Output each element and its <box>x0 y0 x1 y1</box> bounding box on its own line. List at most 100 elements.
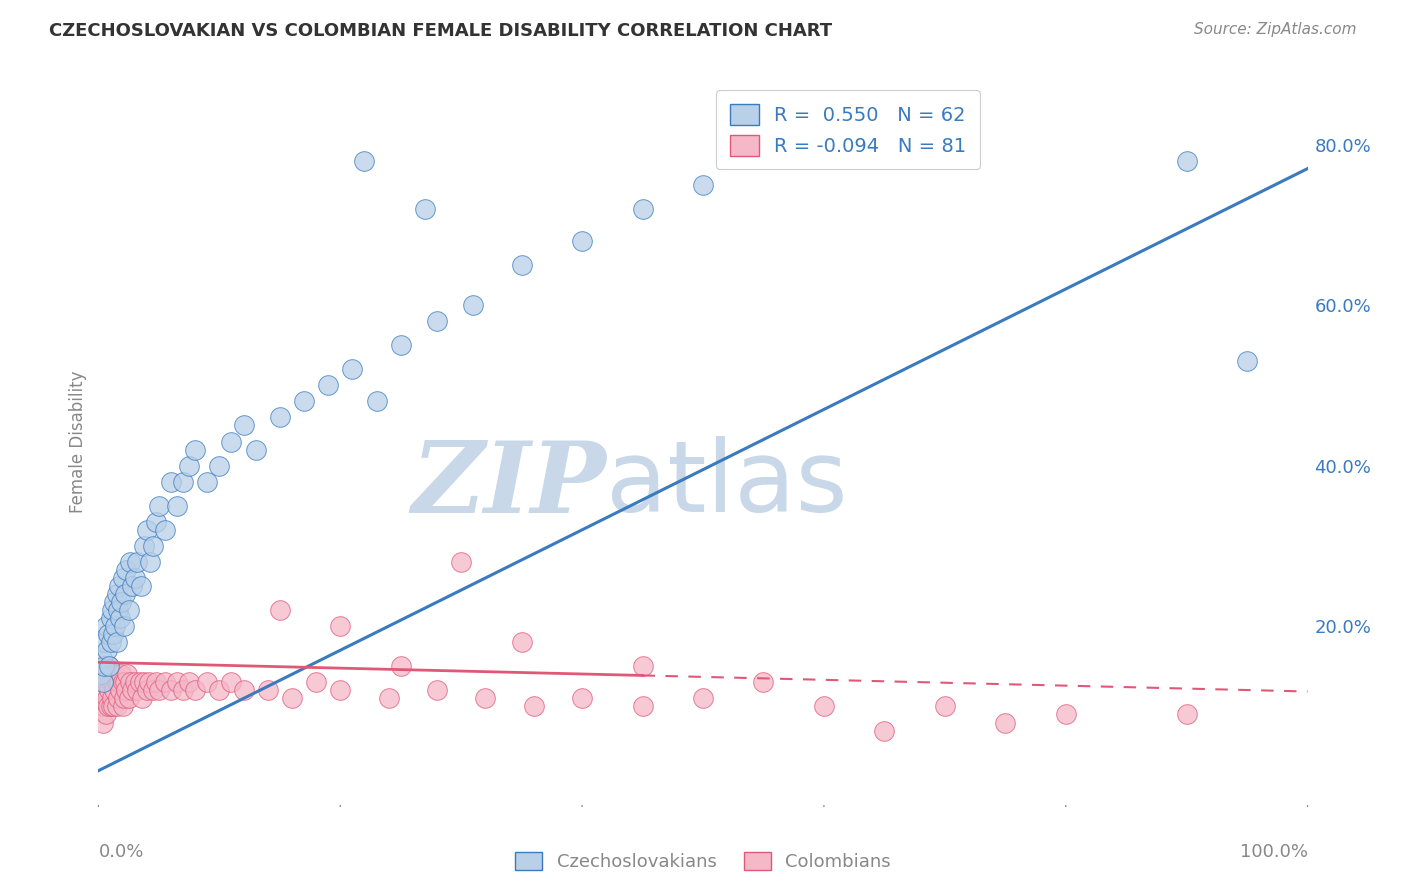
Point <box>101 699 124 714</box>
Point <box>329 619 352 633</box>
Point <box>571 234 593 248</box>
Point <box>98 659 121 673</box>
Point <box>98 659 121 673</box>
Point <box>111 699 134 714</box>
Point <box>93 659 115 673</box>
Text: Source: ZipAtlas.com: Source: ZipAtlas.com <box>1194 22 1357 37</box>
Point <box>100 635 122 649</box>
Point <box>110 667 132 681</box>
Point <box>111 675 134 690</box>
Point <box>127 555 149 569</box>
Point <box>631 699 654 714</box>
Point <box>160 475 183 489</box>
Text: atlas: atlas <box>606 436 848 533</box>
Point <box>91 715 114 730</box>
Point <box>631 202 654 216</box>
Point <box>121 683 143 698</box>
Point <box>232 418 254 433</box>
Point <box>208 683 231 698</box>
Point <box>108 579 131 593</box>
Point <box>118 603 141 617</box>
Point <box>97 667 120 681</box>
Text: CZECHOSLOVAKIAN VS COLOMBIAN FEMALE DISABILITY CORRELATION CHART: CZECHOSLOVAKIAN VS COLOMBIAN FEMALE DISA… <box>49 22 832 40</box>
Point <box>184 683 207 698</box>
Point <box>121 579 143 593</box>
Legend: Czechoslovakians, Colombians: Czechoslovakians, Colombians <box>508 845 898 879</box>
Point <box>104 619 127 633</box>
Point <box>93 699 115 714</box>
Point <box>100 603 122 617</box>
Point <box>873 723 896 738</box>
Point <box>118 555 141 569</box>
Point <box>105 587 128 601</box>
Point <box>148 499 170 513</box>
Y-axis label: Female Disability: Female Disability <box>69 370 87 513</box>
Point <box>107 603 129 617</box>
Point <box>353 153 375 168</box>
Point <box>316 378 339 392</box>
Point <box>377 691 399 706</box>
Point <box>166 675 188 690</box>
Point <box>195 475 218 489</box>
Point <box>108 675 131 690</box>
Point <box>94 659 117 673</box>
Point <box>1054 707 1077 722</box>
Point <box>160 683 183 698</box>
Point <box>692 691 714 706</box>
Point <box>96 675 118 690</box>
Point <box>389 338 412 352</box>
Point <box>93 675 115 690</box>
Point <box>153 523 176 537</box>
Point <box>1175 707 1198 722</box>
Point <box>112 691 135 706</box>
Point <box>139 555 162 569</box>
Point <box>166 499 188 513</box>
Point <box>91 683 114 698</box>
Point <box>115 683 138 698</box>
Point <box>281 691 304 706</box>
Point <box>142 683 165 698</box>
Point <box>135 523 157 537</box>
Point <box>450 555 472 569</box>
Point <box>100 611 122 625</box>
Point <box>90 667 112 681</box>
Point <box>179 458 201 473</box>
Point <box>101 627 124 641</box>
Point <box>108 683 131 698</box>
Point <box>208 458 231 473</box>
Point <box>1236 354 1258 368</box>
Legend: R =  0.550   N = 62, R = -0.094   N = 81: R = 0.550 N = 62, R = -0.094 N = 81 <box>716 90 980 169</box>
Point <box>97 699 120 714</box>
Point <box>692 178 714 192</box>
Point <box>366 394 388 409</box>
Point <box>221 675 243 690</box>
Point <box>413 202 436 216</box>
Point <box>101 675 124 690</box>
Point <box>93 635 115 649</box>
Point <box>97 627 120 641</box>
Point <box>523 699 546 714</box>
Point <box>90 699 112 714</box>
Point <box>256 683 278 698</box>
Point <box>118 675 141 690</box>
Point <box>148 683 170 698</box>
Point <box>142 539 165 553</box>
Point <box>269 410 291 425</box>
Point <box>934 699 956 714</box>
Point <box>134 675 156 690</box>
Point <box>153 675 176 690</box>
Point <box>571 691 593 706</box>
Point <box>100 667 122 681</box>
Point <box>96 691 118 706</box>
Point <box>134 539 156 553</box>
Point <box>269 603 291 617</box>
Point <box>305 675 328 690</box>
Point <box>114 587 136 601</box>
Point <box>631 659 654 673</box>
Point <box>108 611 131 625</box>
Point <box>100 691 122 706</box>
Point <box>195 675 218 690</box>
Point <box>128 675 150 690</box>
Point <box>131 691 153 706</box>
Point <box>129 579 152 593</box>
